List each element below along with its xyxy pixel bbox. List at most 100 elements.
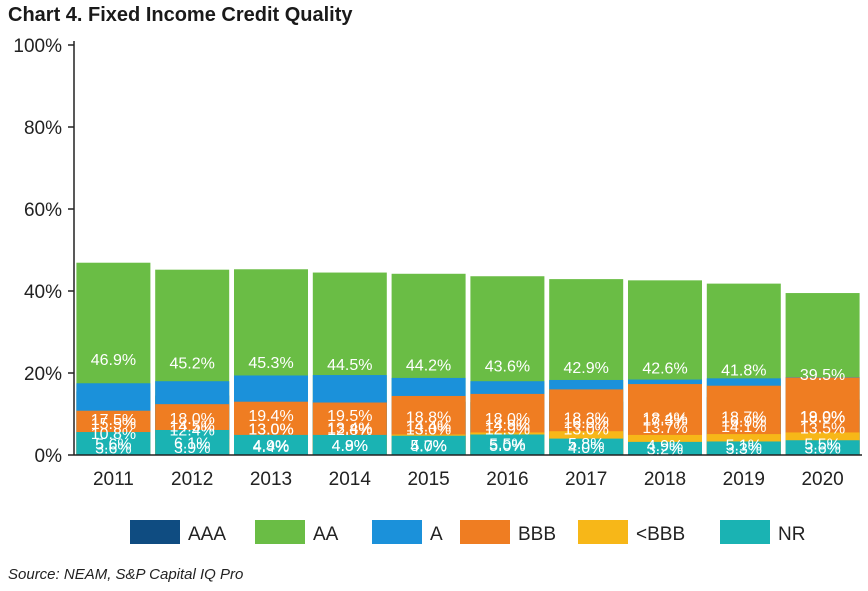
data-label: 44.2% — [406, 357, 451, 374]
x-tick-label: 2012 — [171, 469, 213, 490]
data-label: 17.3% — [642, 413, 687, 430]
bar-2012-nr — [155, 429, 230, 455]
legend-swatch-a — [372, 520, 422, 544]
bar-2011-nr — [76, 432, 151, 455]
legend-label: AAA — [188, 524, 226, 545]
data-label: 14.1% — [721, 419, 766, 436]
data-label: 18.3% — [564, 410, 609, 427]
data-label: 18.7% — [721, 410, 766, 427]
data-label: 6.1% — [174, 435, 210, 452]
legend-swatch-aa — [255, 520, 305, 544]
data-label: 14.5% — [170, 418, 215, 435]
data-label: 4.9% — [253, 438, 289, 455]
bar-2016-nr — [470, 434, 545, 455]
data-label: 19.4% — [248, 408, 293, 425]
y-tick-label: 80% — [24, 118, 62, 139]
data-label: 5.0% — [489, 438, 525, 455]
bar-2019-nr — [706, 441, 781, 455]
y-tick-label: 40% — [24, 282, 62, 303]
legend: AAA AA A BBB <BBB NR — [130, 520, 805, 545]
bar-2018-nr — [628, 441, 702, 455]
data-label: 45.2% — [170, 355, 215, 372]
data-label: 5.8% — [568, 436, 604, 453]
x-tick-label: 2013 — [250, 469, 292, 490]
data-label: 5.5% — [804, 437, 840, 454]
y-tick-label: 100% — [13, 36, 62, 57]
data-label: 3.3% — [726, 441, 762, 458]
legend-swatch-aaa — [130, 520, 180, 544]
legend-swatch-bbb — [460, 520, 510, 544]
legend-label: A — [430, 524, 443, 545]
data-label: 17.5% — [91, 412, 136, 429]
legend-label: NR — [778, 524, 805, 545]
data-label: 5.1% — [726, 438, 762, 455]
y-tick-label: 60% — [24, 200, 62, 221]
data-label: 5.5% — [489, 437, 525, 454]
data-label: 13.0% — [248, 421, 293, 438]
data-label: 13.0% — [564, 421, 609, 438]
bar-2015-nr — [391, 435, 466, 455]
data-label: 14.9% — [485, 417, 530, 434]
data-label: 18.4% — [642, 410, 687, 427]
data-label: 13.4% — [327, 421, 372, 438]
data-label: 3.6% — [804, 441, 840, 458]
x-tick-label: 2015 — [407, 469, 449, 490]
data-label: 3.6% — [95, 441, 131, 458]
x-tick-label: 2016 — [486, 469, 528, 490]
y-tick-label: 0% — [35, 446, 63, 467]
data-label: 4.9% — [332, 438, 368, 455]
data-label: 44.5% — [327, 357, 372, 374]
x-tick-label: 2020 — [801, 469, 843, 490]
source-note: Source: NEAM, S&P Capital IQ Pro — [8, 566, 244, 583]
data-label: 19.5% — [327, 408, 372, 425]
data-label: 12.8% — [327, 422, 372, 439]
data-label: 5.6% — [95, 437, 131, 454]
data-label: 42.6% — [642, 361, 687, 378]
data-label: 12.4% — [170, 423, 215, 440]
data-label: 39.5% — [800, 367, 845, 384]
data-label: 41.8% — [721, 362, 766, 379]
data-label: 43.6% — [485, 359, 530, 376]
chart-title: Chart 4. Fixed Income Credit Quality — [8, 4, 353, 26]
data-label: 13.0% — [248, 421, 293, 438]
data-label: 12.9% — [485, 422, 530, 439]
legend-label: AA — [313, 524, 339, 545]
data-label: 18.9% — [800, 409, 845, 426]
legend-label: <BBB — [636, 524, 685, 545]
data-label: 13.5% — [800, 420, 845, 437]
bar-2013-nr — [234, 434, 308, 455]
data-label: 4.7% — [410, 438, 446, 455]
x-tick-label: 2018 — [644, 469, 686, 490]
bar-2020-nr — [785, 440, 860, 455]
data-label: 10.8% — [91, 426, 136, 443]
data-label: 4.0% — [568, 440, 604, 457]
bar-2017-nr — [549, 438, 624, 455]
legend-swatch-nr — [720, 520, 770, 544]
data-label: 18.0% — [485, 411, 530, 428]
data-label: 4.9% — [647, 438, 683, 455]
data-label: 19.0% — [800, 409, 845, 426]
data-label: 18.8% — [406, 409, 451, 426]
data-label: 16.0% — [564, 415, 609, 432]
x-tick-label: 2019 — [723, 469, 765, 490]
data-label: 4.4% — [253, 439, 289, 456]
legend-swatch-below-bbb — [578, 520, 628, 544]
legend-label: BBB — [518, 524, 556, 545]
y-tick-label: 20% — [24, 364, 62, 385]
data-label: 3.2% — [647, 441, 683, 458]
bar-2014-nr — [312, 434, 387, 455]
data-label: 13.0% — [406, 421, 451, 438]
x-tick-label: 2011 — [93, 469, 134, 490]
data-label: 42.9% — [564, 360, 609, 377]
data-label: 18.0% — [170, 411, 215, 428]
data-label: 5.0% — [410, 438, 446, 455]
axes-layer: 2011 2012 2013 2014 2015 2016 2017 2018 2019 2020… — [13, 36, 862, 490]
data-label: 4.8% — [332, 438, 368, 455]
data-label: 13.7% — [642, 420, 687, 437]
data-label: 46.9% — [91, 352, 136, 369]
x-tick-label: 2017 — [565, 469, 607, 490]
data-label: 45.3% — [248, 355, 293, 372]
bars-layer — [76, 262, 860, 455]
x-tick-label: 2014 — [329, 469, 372, 490]
